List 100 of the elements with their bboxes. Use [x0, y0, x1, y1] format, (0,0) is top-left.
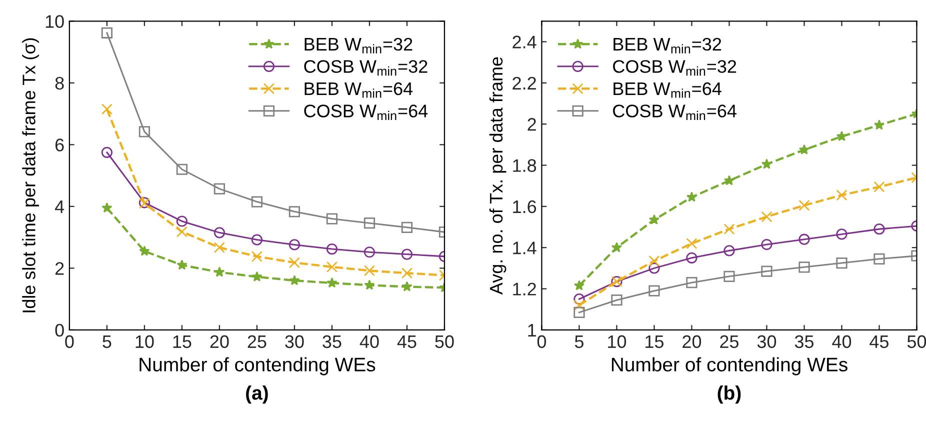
legend-label: BEB W$_{min}$=64 — [304, 82, 413, 98]
point — [364, 218, 376, 229]
point — [402, 281, 412, 292]
point — [326, 213, 338, 224]
point — [214, 183, 226, 194]
point — [836, 228, 848, 240]
x-tick-label: 15 — [646, 335, 664, 348]
point — [251, 234, 263, 246]
point — [401, 268, 413, 279]
point — [101, 27, 113, 38]
point — [364, 280, 375, 290]
point — [874, 253, 885, 264]
x-tick-label: 40 — [360, 335, 379, 348]
point — [176, 226, 188, 238]
point — [364, 265, 376, 276]
point — [611, 294, 622, 306]
y-tick-label: 1.2 — [513, 282, 536, 296]
x-tick-label: 45 — [397, 335, 416, 348]
point — [724, 175, 735, 186]
point — [761, 211, 772, 222]
point — [251, 250, 263, 262]
x-tick-label: 25 — [248, 335, 266, 348]
point — [139, 246, 150, 256]
legend-label: COSB W$_{min}$=64 — [304, 104, 428, 120]
point — [798, 234, 810, 245]
point — [874, 224, 885, 235]
point — [648, 262, 660, 274]
y-axis-title: Idle slot time per data frame Tx (σ) — [22, 38, 39, 312]
x-tick-label: 50 — [435, 335, 454, 348]
x-tick-label: 5 — [102, 335, 112, 348]
x-tick-label: 35 — [322, 335, 342, 348]
x-tick-label: 25 — [720, 335, 739, 348]
point — [761, 238, 772, 250]
point — [648, 214, 660, 224]
legend-label: COSB W$_{min}$=32 — [304, 60, 428, 76]
y-tick-label: 2.4 — [512, 36, 536, 48]
x-tick-label: 35 — [794, 335, 814, 348]
y-tick-label: 8 — [55, 76, 64, 90]
legend-label: COSB W$_{min}$=64 — [613, 104, 736, 120]
point — [574, 300, 585, 311]
point — [401, 248, 413, 260]
point — [214, 227, 226, 238]
point — [798, 144, 810, 154]
legend-label: BEB W$_{min}$=64 — [614, 82, 722, 98]
point — [326, 277, 338, 288]
y-tick-label: 1.8 — [513, 159, 536, 172]
x-tick-label: 45 — [870, 335, 889, 348]
point — [761, 158, 772, 169]
point — [288, 206, 300, 218]
point — [251, 196, 263, 208]
text: (b) — [718, 386, 741, 404]
x-tick-label: 5 — [574, 335, 584, 348]
y-tick-label: 2.2 — [512, 76, 536, 90]
point — [326, 243, 338, 255]
point — [836, 190, 848, 201]
x-tick-label: 20 — [210, 335, 229, 348]
point — [686, 192, 698, 202]
point — [102, 202, 112, 213]
point — [176, 216, 188, 227]
legend-label: BEB W$_{min}$=32 — [614, 38, 722, 54]
y-tick-label: 0 — [55, 324, 64, 337]
point — [611, 242, 622, 252]
x-tick-label: 0 — [537, 335, 546, 348]
point — [364, 246, 376, 258]
point — [214, 266, 225, 277]
y-tick-label: 10 — [46, 15, 64, 28]
point — [798, 200, 810, 211]
legend-label: COSB W$_{min}$=32 — [613, 60, 736, 76]
point — [874, 181, 885, 192]
x-tick-label: 30 — [285, 335, 304, 348]
point — [288, 239, 300, 250]
y-tick-label: 1.4 — [513, 242, 536, 254]
y-axis-title: Avg. no. of Tx. per data frame — [489, 57, 506, 295]
text: (a) — [246, 386, 268, 404]
x-tick-label: 0 — [65, 335, 74, 348]
x-axis-title: Number of contending WEs — [140, 357, 376, 376]
point — [574, 306, 585, 318]
point — [574, 280, 585, 290]
point — [214, 242, 226, 254]
point — [836, 257, 848, 269]
x-tick-label: 20 — [682, 335, 702, 348]
point — [326, 261, 338, 273]
x-tick-label: 15 — [173, 335, 192, 348]
x-tick-label: 10 — [608, 335, 626, 348]
y-tick-label: 1.6 — [513, 200, 536, 214]
y-tick-label: 1 — [528, 324, 536, 336]
point — [648, 255, 660, 267]
x-tick-label: 10 — [136, 335, 154, 348]
x-axis-title: Number of contending WEs — [612, 357, 848, 376]
point — [724, 224, 735, 235]
point — [798, 262, 810, 273]
point — [574, 294, 585, 305]
y-tick-label: 2 — [528, 118, 536, 131]
legend-label: BEB W$_{min}$=32 — [304, 38, 412, 54]
point — [874, 120, 885, 130]
point — [176, 260, 188, 270]
point — [252, 271, 262, 282]
point — [724, 270, 735, 282]
x-tick-label: 40 — [832, 335, 852, 348]
point — [686, 277, 698, 288]
